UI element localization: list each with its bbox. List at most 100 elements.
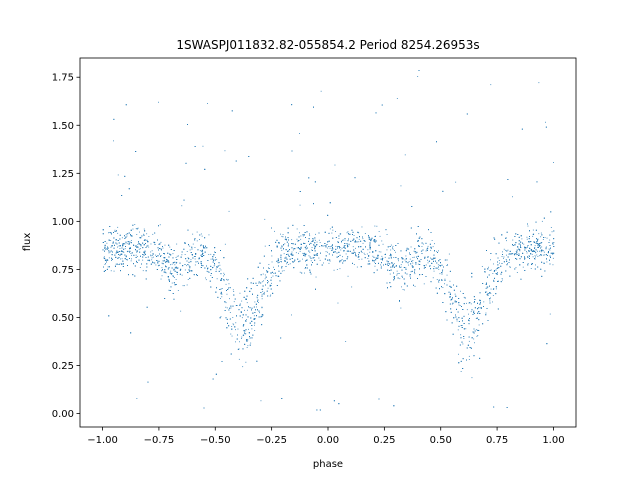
data-point xyxy=(246,319,247,321)
data-point xyxy=(486,294,488,296)
data-point xyxy=(210,265,212,267)
data-point xyxy=(455,314,456,316)
data-point xyxy=(389,246,391,247)
data-point xyxy=(189,277,191,279)
data-point xyxy=(254,318,256,320)
data-point xyxy=(300,238,302,240)
data-point xyxy=(280,254,282,256)
data-point xyxy=(502,254,503,255)
data-point xyxy=(535,229,537,231)
data-point xyxy=(361,258,363,260)
data-point xyxy=(213,265,215,267)
data-point xyxy=(283,270,285,272)
data-point xyxy=(114,229,116,231)
data-point xyxy=(519,249,521,251)
data-point xyxy=(454,293,456,295)
data-point xyxy=(387,262,389,264)
data-point xyxy=(245,329,247,331)
data-point xyxy=(176,243,178,245)
data-point xyxy=(430,257,431,259)
data-point xyxy=(114,244,115,246)
data-point xyxy=(106,248,108,250)
data-point xyxy=(466,302,467,304)
data-point xyxy=(228,309,230,311)
data-point xyxy=(190,252,192,253)
data-point xyxy=(176,259,178,260)
data-point xyxy=(468,359,470,360)
data-point xyxy=(339,268,341,270)
data-point xyxy=(505,259,507,260)
data-point xyxy=(255,309,256,311)
data-point xyxy=(249,337,251,339)
data-point xyxy=(216,278,218,280)
data-point xyxy=(537,246,538,248)
data-point xyxy=(444,283,445,285)
data-point xyxy=(421,242,423,244)
data-point xyxy=(434,257,436,259)
data-point xyxy=(125,104,127,106)
data-point xyxy=(123,248,125,250)
data-point xyxy=(343,247,345,248)
data-point xyxy=(460,360,462,362)
data-point xyxy=(390,266,392,268)
data-point xyxy=(489,270,491,271)
data-point xyxy=(438,268,440,270)
data-point xyxy=(424,265,426,266)
data-point xyxy=(529,241,531,243)
data-point xyxy=(248,306,249,308)
data-point xyxy=(489,298,491,300)
data-point xyxy=(333,251,335,253)
data-point xyxy=(439,264,440,266)
data-point xyxy=(431,240,433,241)
data-point xyxy=(534,255,536,257)
data-point xyxy=(389,282,391,284)
data-point xyxy=(191,246,193,248)
data-point xyxy=(170,270,172,272)
data-point xyxy=(157,265,159,267)
data-point xyxy=(190,261,192,263)
data-point xyxy=(394,250,395,251)
data-point xyxy=(106,261,107,263)
data-point xyxy=(412,266,414,268)
data-point xyxy=(216,258,218,260)
data-point xyxy=(238,358,240,360)
data-point xyxy=(553,246,555,247)
data-point xyxy=(121,195,123,196)
data-point xyxy=(252,277,254,279)
data-point xyxy=(298,261,300,263)
data-point xyxy=(291,247,293,249)
data-point xyxy=(410,246,412,248)
data-point xyxy=(258,316,260,318)
data-point xyxy=(290,253,292,255)
data-point xyxy=(337,246,339,247)
data-point xyxy=(144,230,145,232)
data-point xyxy=(263,255,265,257)
data-point xyxy=(145,243,146,244)
data-point xyxy=(252,293,253,295)
data-point xyxy=(188,244,189,246)
data-point xyxy=(239,304,241,306)
data-point xyxy=(503,256,505,258)
data-point xyxy=(489,292,490,294)
data-point xyxy=(315,245,317,247)
data-point xyxy=(347,245,349,247)
data-point xyxy=(119,248,121,249)
data-point xyxy=(324,258,326,260)
data-point xyxy=(147,244,149,246)
data-point xyxy=(414,269,416,271)
data-point xyxy=(224,243,226,245)
data-point xyxy=(232,317,234,318)
data-point xyxy=(454,301,456,303)
chart-title: 1SWASPJ011832.82-055854.2 Period 8254.26… xyxy=(176,38,479,52)
data-point xyxy=(409,275,411,277)
data-point xyxy=(125,255,127,257)
data-point xyxy=(416,233,417,235)
data-point xyxy=(237,328,239,330)
data-point xyxy=(198,262,199,264)
data-point xyxy=(208,234,210,236)
data-point xyxy=(116,243,118,245)
data-point xyxy=(124,243,126,245)
data-point xyxy=(268,245,270,246)
data-point xyxy=(507,263,508,264)
data-point xyxy=(545,254,547,255)
